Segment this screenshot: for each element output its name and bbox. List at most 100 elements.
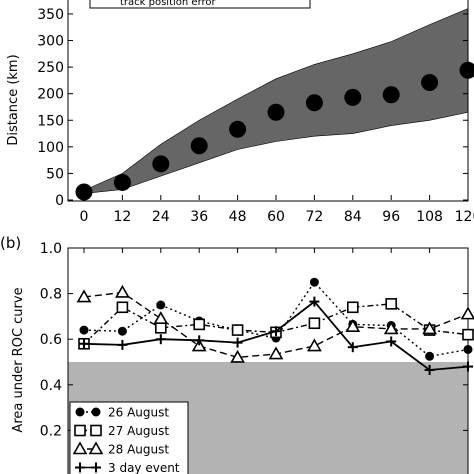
legend-label: 28 August [108,443,169,457]
series-point-1 [193,318,205,331]
legend-marker-3 [75,462,85,473]
series-point-2 [422,321,437,335]
panel-b-y-label: Area under ROC curve [11,287,26,432]
panel-a-x-tick-label: 12 [113,209,131,225]
panel-a-point [382,86,400,104]
panel-a-point [421,74,439,92]
series-point-0 [117,326,127,336]
panel-a-x-ticks: 0 12 24 36 48 60 72 84 96 108 120 [80,195,474,225]
panel-a-y-ticks: 0 50 100 150 200 250 300 350 [37,7,468,209]
series-point-3 [232,337,243,348]
panel-a-y-tick-label: 200 [37,87,64,103]
panel-a-legend: track position error [89,0,311,9]
panel-b-y-tick-label: 1.0 [40,241,62,257]
legend-marker-0 [91,407,101,417]
panel-a-point [459,61,474,79]
panel-b-label: (b) [0,234,21,252]
legend-marker-1 [74,424,86,437]
panel-a-x-tick-label: 96 [382,209,400,225]
panel-a-point [152,155,170,173]
panel-a-x-tick-label: 36 [190,209,208,225]
series-point-3 [347,342,358,353]
panel-a-y-tick-label: 100 [37,140,64,156]
panel-b-y-ticks: 0.2 0.4 0.6 0.8 1.0 [40,241,469,439]
series-line-0 [83,281,469,358]
panel-a-point [229,120,247,138]
series-point-3 [424,364,435,375]
panel-b-y-tick-label: 0.6 [40,332,62,348]
panel-a-point [190,137,208,155]
panel-a-x-tick-label: 48 [229,209,247,225]
legend-label: 26 August [108,406,169,420]
legend-marker-2 [88,441,104,455]
panel-a-point [344,88,362,106]
panel-a-y-tick-label: 0 [55,193,64,209]
series-point-0 [156,300,166,310]
panel-a-x-tick-label: 0 [80,209,89,225]
series-point-1 [385,298,398,310]
series-point-2 [76,289,92,303]
legend-marker-3 [91,462,101,473]
panel-a-point [267,103,285,121]
panel-b-y-tick-label: 0.4 [40,378,62,394]
legend-marker-1 [90,424,102,437]
panel-b: (b) 0.2 0.4 0.6 0.8 1.0 Area under ROC curve… [0,234,474,474]
legend-label: 3 day event [108,461,180,474]
series-point-1 [462,328,474,341]
series-point-3 [463,361,473,372]
panel-a-legend-text: track position error [120,0,217,8]
series-point-3 [309,296,320,307]
series-point-3 [194,335,205,346]
series-point-1 [308,317,321,330]
panel-a-frame [67,0,469,202]
panel-b-legend-box [69,401,189,474]
panel-a-y-tick-label: 250 [37,60,64,76]
panel-a-x-tick-label: 60 [267,209,285,225]
series-point-2 [307,338,322,352]
panel-a: track position error 0 50 100 150 200 250 300 3… [6,0,474,225]
series-point-3 [117,339,128,350]
series-point-2 [383,321,399,335]
series-point-0 [309,277,319,287]
panel-a-point [75,183,93,201]
legend-marker-0 [75,407,85,417]
panel-b-legend: 26 August 27 August 28 August 3 day event [69,401,189,474]
panel-a-point [305,94,323,112]
panel-a-points [75,61,474,201]
series-point-2 [460,306,474,320]
series-point-2 [268,346,284,360]
series-point-2 [153,311,169,324]
series-point-2 [230,349,245,363]
series-point-2 [345,319,361,332]
series-point-1 [116,301,129,314]
panel-b-y-tick-label: 0.8 [40,287,62,303]
panel-a-point [113,173,131,191]
series-point-0 [463,344,473,354]
panel-b-y-tick-label: 0.2 [40,423,62,439]
panel-a-y-tick-label: 150 [37,113,64,129]
panel-a-x-tick-label: 84 [344,209,362,225]
panel-a-x-tick-label: 72 [305,209,323,225]
series-point-0 [425,351,435,361]
panel-a-x-tick-label: 24 [152,209,170,225]
series-point-1 [155,321,167,334]
panel-a-x-tick-label: 108 [416,209,443,225]
series-point-3 [155,334,166,345]
panel-a-legend-box [89,0,311,9]
panel-a-y-label: Distance (km) [6,54,21,145]
error-band [83,8,469,194]
panel-a-y-tick-label: 350 [37,7,64,23]
series-point-3 [79,338,89,349]
panel-b-series [76,277,474,375]
legend-label: 27 August [108,424,169,438]
series-point-0 [79,325,89,335]
legend-marker-2 [72,441,88,455]
panel-a-y-tick-label: 300 [37,34,64,50]
series-point-1 [231,324,244,336]
series-point-3 [271,326,281,337]
series-point-1 [346,301,359,314]
series-point-2 [115,284,130,298]
series-point-3 [386,336,397,347]
panel-a-x-tick-label: 120 [455,209,474,225]
